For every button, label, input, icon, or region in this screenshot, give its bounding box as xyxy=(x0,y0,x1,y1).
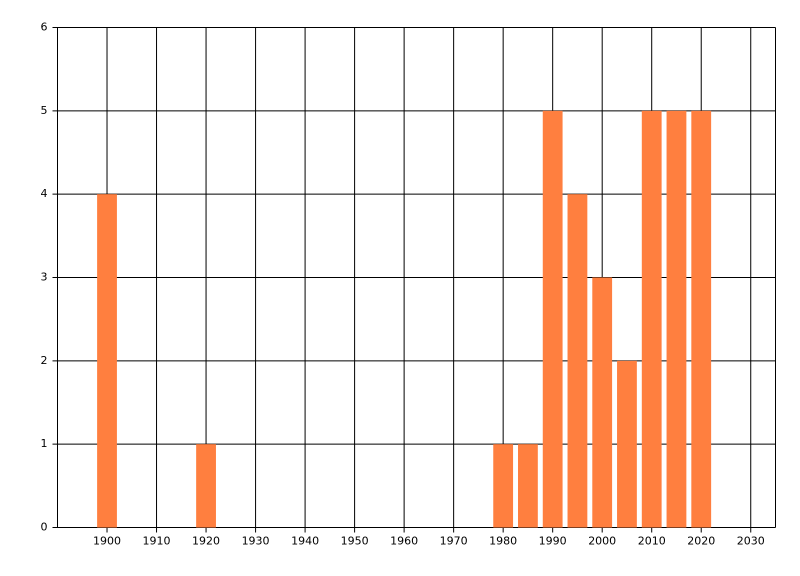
bar xyxy=(617,360,637,528)
x-tick-label: 1900 xyxy=(93,535,121,548)
x-tick-label: 1920 xyxy=(192,535,220,548)
x-tick-label: 1990 xyxy=(539,535,567,548)
x-tick-label: 2020 xyxy=(687,535,715,548)
y-tick-label: 6 xyxy=(41,21,48,34)
x-tick-label: 1950 xyxy=(341,535,369,548)
x-tick-label: 2010 xyxy=(638,535,666,548)
x-tick-label: 1940 xyxy=(291,535,319,548)
bar xyxy=(567,194,588,528)
x-tick-label: 1930 xyxy=(242,535,270,548)
bar xyxy=(97,194,117,528)
bar xyxy=(542,110,563,528)
bar xyxy=(518,444,538,528)
y-tick-label: 5 xyxy=(41,104,48,117)
bar xyxy=(196,444,216,528)
y-tick-label: 3 xyxy=(41,271,48,284)
y-tick-label: 2 xyxy=(41,354,48,367)
y-tick-label: 4 xyxy=(41,187,48,200)
x-tick-label: 2030 xyxy=(737,535,765,548)
x-tick-label: 1980 xyxy=(489,535,517,548)
x-tick-label: 1970 xyxy=(440,535,468,548)
bar xyxy=(493,444,514,528)
bar xyxy=(641,110,662,528)
bar xyxy=(691,110,712,528)
x-tick-label: 1910 xyxy=(143,535,171,548)
y-tick-label: 1 xyxy=(41,437,48,450)
bar xyxy=(592,277,613,528)
y-tick-label: 0 xyxy=(41,521,48,534)
x-tick-label: 2000 xyxy=(588,535,616,548)
x-tick-label: 1960 xyxy=(390,535,418,548)
bar xyxy=(666,110,687,528)
